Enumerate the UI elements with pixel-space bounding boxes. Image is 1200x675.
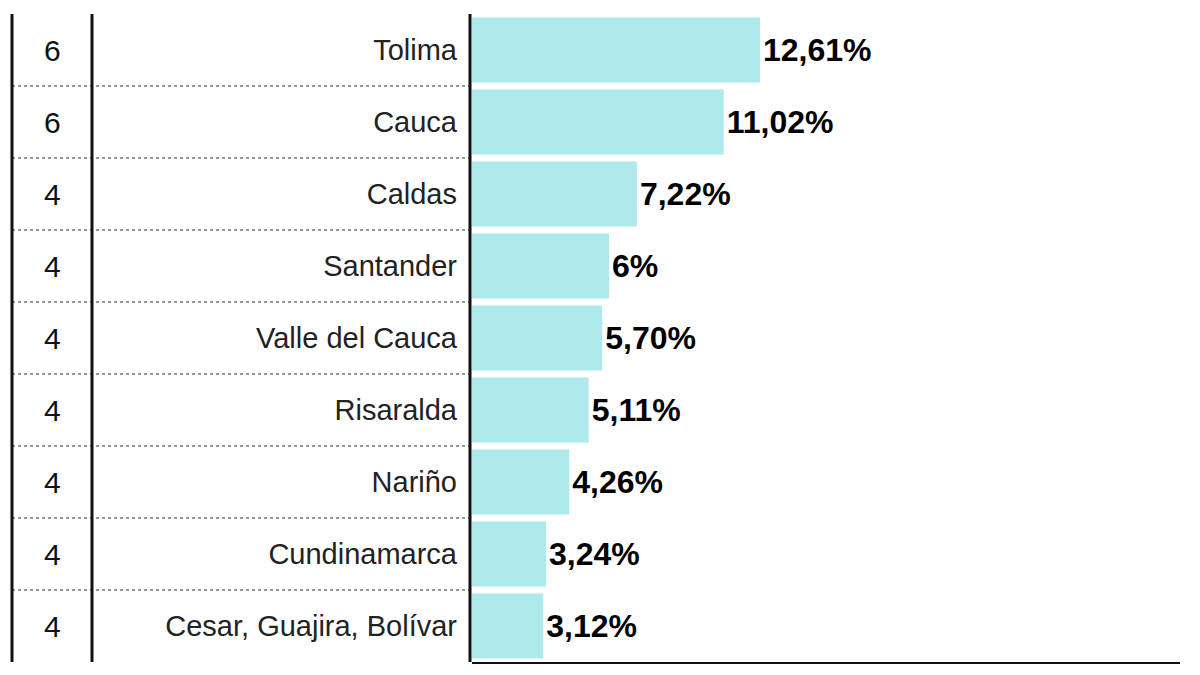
svg-text:Cesar, Guajira, Bolívar: Cesar, Guajira, Bolívar	[165, 610, 457, 642]
svg-text:11,02%: 11,02%	[727, 104, 834, 140]
svg-text:4: 4	[44, 466, 61, 499]
svg-text:Valle del Cauca: Valle del Cauca	[256, 322, 458, 354]
svg-text:4: 4	[44, 178, 61, 211]
svg-text:6: 6	[44, 34, 61, 67]
svg-text:3,12%: 3,12%	[546, 608, 637, 644]
svg-text:Santander: Santander	[323, 250, 457, 282]
svg-text:4,26%: 4,26%	[572, 464, 663, 500]
svg-text:Caldas: Caldas	[367, 178, 457, 210]
svg-text:4: 4	[44, 322, 61, 355]
svg-text:4: 4	[44, 538, 61, 571]
svg-text:7,22%: 7,22%	[640, 176, 731, 212]
svg-text:Cundinamarca: Cundinamarca	[268, 538, 457, 570]
svg-text:Nariño: Nariño	[372, 466, 457, 498]
svg-text:4: 4	[44, 394, 61, 427]
svg-text:Tolima: Tolima	[373, 34, 458, 66]
svg-text:12,61%: 12,61%	[763, 32, 872, 68]
svg-text:6%: 6%	[612, 248, 658, 284]
svg-text:Cauca: Cauca	[373, 106, 458, 138]
svg-text:5,70%: 5,70%	[605, 320, 696, 356]
svg-text:Risaralda: Risaralda	[335, 394, 458, 426]
svg-text:4: 4	[44, 610, 61, 643]
svg-text:4: 4	[44, 250, 61, 283]
svg-text:5,11%: 5,11%	[592, 392, 681, 428]
svg-text:3,24%: 3,24%	[549, 536, 640, 572]
svg-text:6: 6	[44, 106, 61, 139]
